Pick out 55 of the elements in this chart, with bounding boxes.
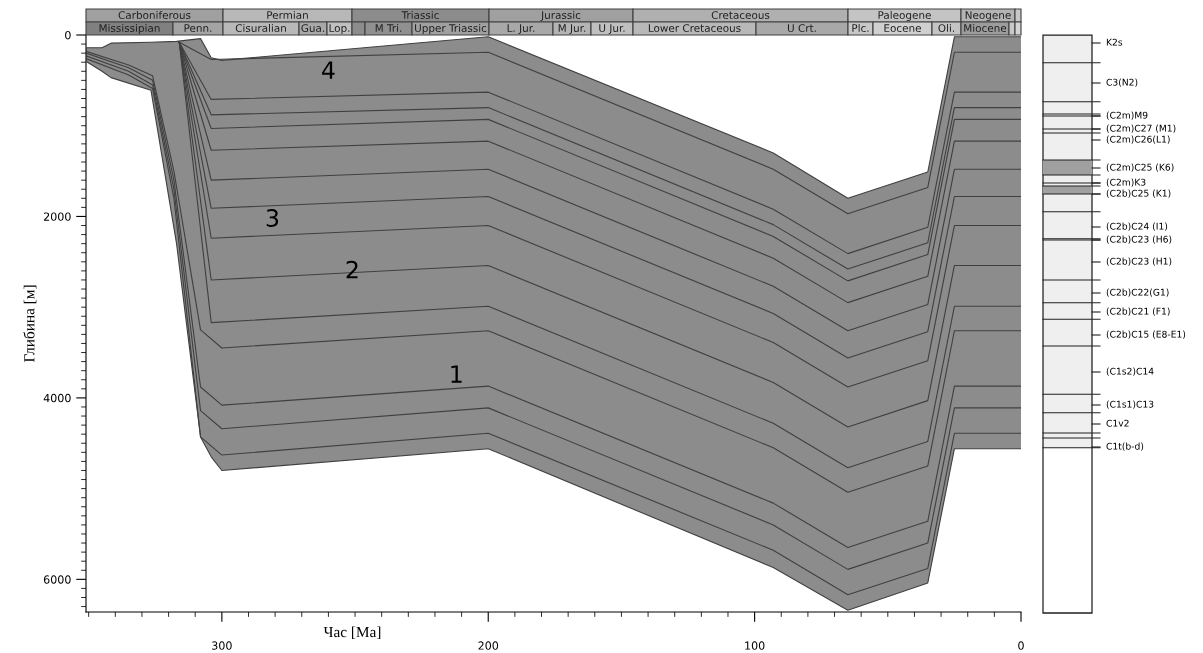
text: Lower Cretaceous — [648, 24, 741, 33]
text: Jurassic — [540, 10, 581, 21]
text: (C2m)K3 — [1106, 178, 1146, 187]
x-tick-label: 0 — [1018, 641, 1024, 650]
annotation: 4 — [322, 61, 335, 79]
text: (C2b)C22(G1) — [1106, 288, 1169, 297]
text: (C1s2)C14 — [1106, 367, 1154, 376]
annotation: 2 — [346, 260, 358, 279]
text: (C2m)C26(L1) — [1106, 135, 1170, 144]
text: (C2b)C23 (H1) — [1106, 257, 1172, 266]
y-tick-label: 0 — [65, 30, 71, 40]
x-axis-title: Час [Ma] — [323, 626, 381, 640]
y-axis-title: Глибина [м] — [23, 285, 37, 363]
text: (C2b)C23 (H6) — [1106, 235, 1172, 244]
text: U Jur. — [599, 24, 625, 34]
text: Plc. — [852, 23, 869, 33]
text: Cretaceous — [711, 11, 770, 20]
text: C1v2 — [1106, 419, 1129, 427]
text: Carboniferous — [118, 10, 191, 20]
text: (C2b)C21 (F1) — [1106, 307, 1170, 316]
y-tick-label: 6000 — [43, 575, 71, 584]
x-tick-label: 300 — [212, 641, 232, 650]
text: (C2m)M9 — [1106, 111, 1148, 120]
x-tick-label: 200 — [478, 641, 499, 650]
text: Permian — [267, 10, 308, 20]
text: M Jur. — [558, 24, 586, 34]
x-tick-label: 100 — [745, 641, 765, 650]
text: Neogene — [965, 11, 1011, 22]
annotation: 1 — [451, 365, 462, 383]
text: M Tri. — [375, 23, 402, 32]
text: (C1s1)C13 — [1106, 400, 1154, 409]
text: Lop. — [329, 24, 350, 35]
text: U Crt. — [787, 24, 816, 33]
text: Penn. — [184, 24, 212, 33]
text: Cisuralian — [235, 23, 286, 33]
text: Eocene — [884, 24, 921, 33]
text: C3(N2) — [1106, 78, 1138, 87]
text: Paleogene — [878, 10, 931, 22]
y-tick-label: 4000 — [43, 393, 71, 403]
annotation: 3 — [266, 209, 279, 227]
text: (C2b)C25 (K1) — [1106, 189, 1171, 198]
text: Miocene — [964, 23, 1007, 33]
y-tick-label: 2000 — [43, 212, 71, 221]
text: (C2b)C15 (E8-E1) — [1106, 330, 1186, 339]
text: (C2b)C24 (I1) — [1106, 222, 1168, 231]
text: Oli. — [938, 23, 955, 33]
text: (C2m)C25 (K6) — [1106, 163, 1174, 172]
text: Upper Triassic — [415, 23, 487, 35]
text: L. Jur. — [507, 24, 535, 34]
text: Gua. — [301, 24, 325, 33]
text: Mississipian — [99, 23, 160, 35]
text: Triassic — [401, 10, 439, 20]
text: K2s — [1106, 38, 1123, 46]
text: (C2m)C27 (M1) — [1106, 124, 1176, 133]
text: C1t(b-d) — [1106, 442, 1144, 451]
